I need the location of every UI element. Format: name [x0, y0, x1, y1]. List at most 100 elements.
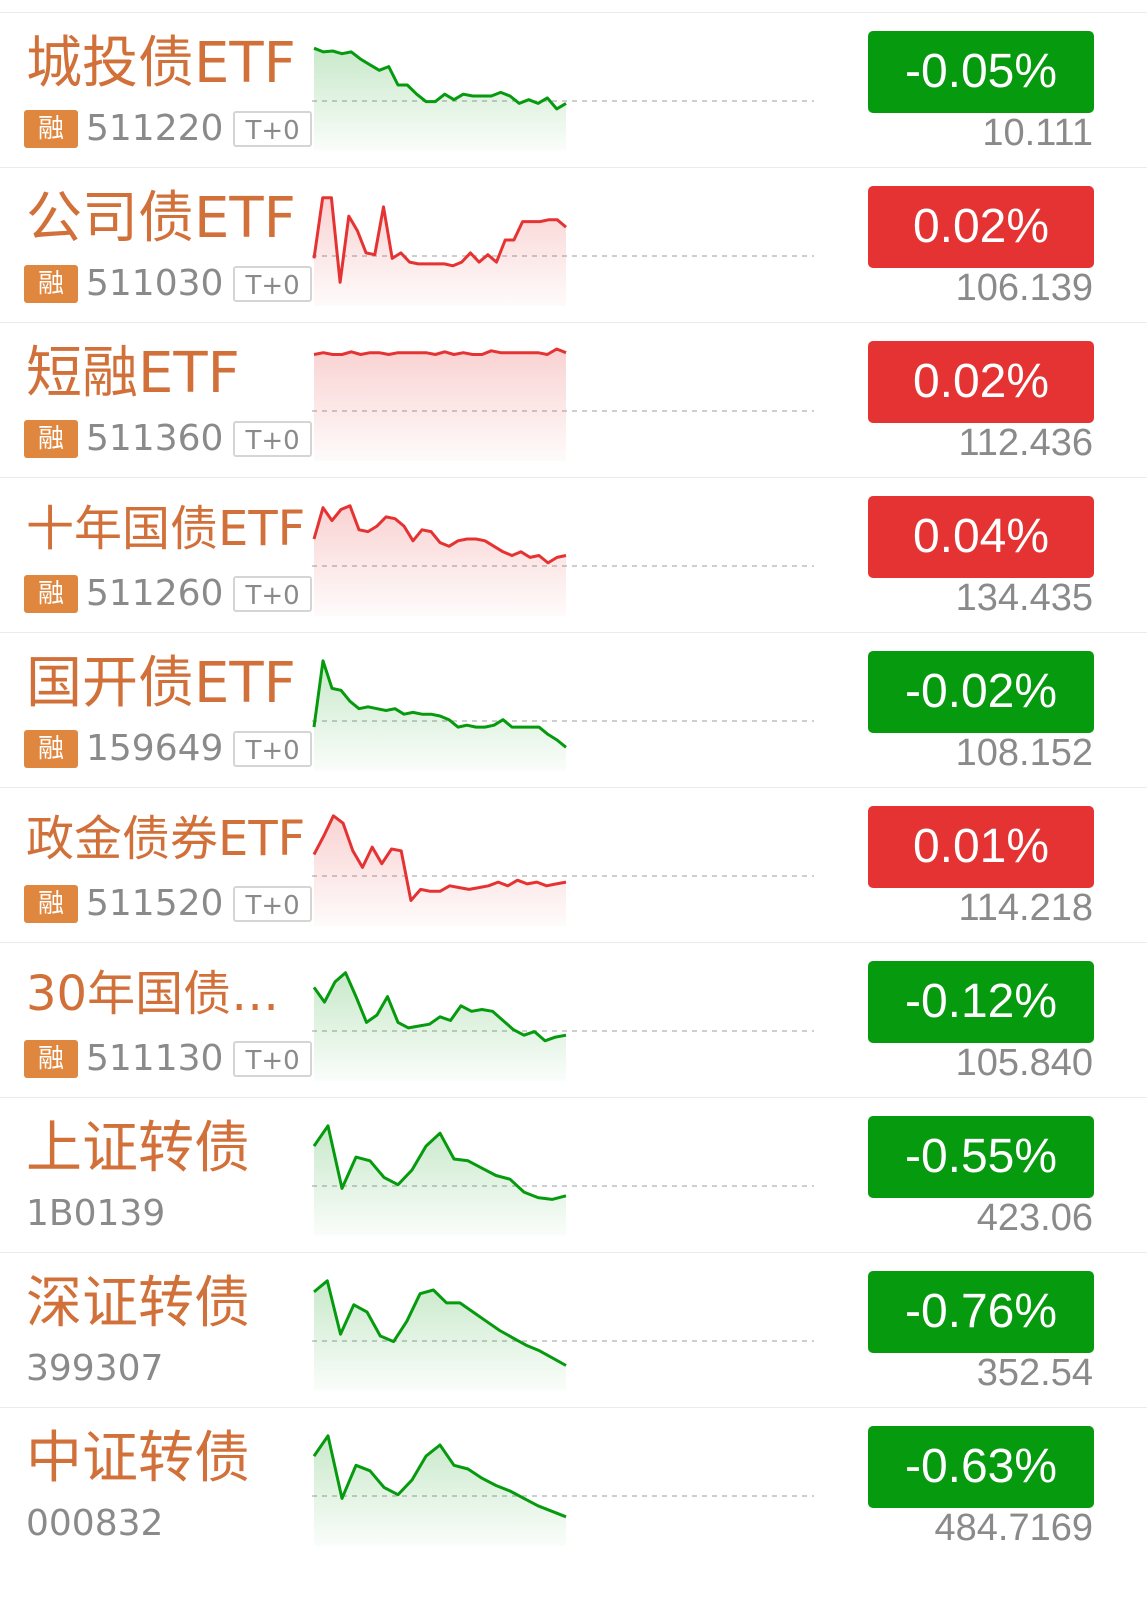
margin-tag: 融	[24, 885, 78, 923]
last-price: 484.7169	[934, 1507, 1094, 1549]
quote-row[interactable]: 深证转债 399307 -0.76% 352.54	[0, 1252, 1147, 1407]
t-plus-zero-tag: T+0	[233, 576, 312, 612]
change-percent-badge[interactable]: 0.02%	[868, 186, 1094, 268]
security-meta: 融 511220 T+0	[24, 109, 312, 149]
sparkline-area	[314, 815, 566, 926]
margin-tag: 融	[24, 730, 78, 768]
security-meta: 399307	[26, 1349, 163, 1389]
sparkline-line	[312, 196, 567, 284]
sparkline-line	[312, 504, 567, 565]
sparkline-line	[312, 971, 567, 1043]
last-price: 352.54	[976, 1352, 1093, 1394]
intraday-sparkline	[312, 659, 814, 771]
security-meta: 000832	[26, 1504, 163, 1544]
security-name: 中证转债	[26, 1426, 250, 1491]
security-code: 000832	[26, 1503, 164, 1544]
last-price: 114.218	[958, 887, 1093, 929]
change-percent-badge[interactable]: -0.12%	[868, 961, 1094, 1043]
change-percent-badge[interactable]: 0.04%	[868, 496, 1094, 578]
intraday-sparkline	[312, 347, 814, 461]
intraday-sparkline	[312, 1124, 814, 1236]
quote-row[interactable]: 中证转债 000832 -0.63% 484.7169	[0, 1407, 1147, 1562]
quote-row[interactable]: 城投债ETF 融 511220 T+0 -0.05% 10.111	[0, 12, 1147, 167]
sparkline-line	[312, 1434, 567, 1519]
security-code: 1B0139	[26, 1193, 166, 1234]
security-code: 511030	[86, 263, 224, 304]
sparkline-area	[314, 197, 566, 306]
quote-row[interactable]: 政金债券ETF 融 511520 T+0 0.01% 114.218	[0, 787, 1147, 942]
last-price: 112.436	[958, 422, 1093, 464]
sparkline-line	[312, 814, 567, 902]
intraday-sparkline	[312, 196, 814, 306]
security-name: 短融ETF	[26, 341, 240, 406]
change-percent-badge[interactable]: -0.05%	[868, 31, 1094, 113]
change-percent-badge[interactable]: -0.02%	[868, 651, 1094, 733]
security-name: 城投债ETF	[26, 31, 296, 96]
last-price: 108.152	[955, 732, 1093, 774]
intraday-sparkline	[312, 814, 814, 926]
last-price: 423.06	[976, 1197, 1093, 1239]
change-percent-badge[interactable]: 0.02%	[868, 341, 1094, 423]
sparkline-area	[314, 972, 566, 1081]
security-code: 511360	[86, 418, 224, 459]
security-code: 511130	[86, 1038, 224, 1079]
security-name: 国开债ETF	[26, 651, 296, 716]
change-percent-badge[interactable]: 0.01%	[868, 806, 1094, 888]
security-code: 159649	[86, 728, 224, 769]
margin-tag: 融	[24, 1040, 78, 1078]
intraday-sparkline	[312, 1434, 814, 1546]
security-meta: 1B0139	[26, 1194, 165, 1234]
sparkline-line	[313, 46, 567, 111]
security-name: 上证转债	[26, 1116, 250, 1181]
margin-tag: 融	[24, 265, 78, 303]
security-meta: 融 511360 T+0	[24, 419, 312, 459]
sparkline-line	[312, 659, 567, 749]
t-plus-zero-tag: T+0	[233, 1041, 312, 1077]
quote-row[interactable]: 短融ETF 融 511360 T+0 0.02% 112.436	[0, 322, 1147, 477]
sparkline-area	[314, 1125, 566, 1236]
security-name: 十年国债ETF	[26, 501, 306, 557]
intraday-sparkline	[312, 971, 814, 1081]
margin-tag: 融	[24, 110, 78, 148]
security-name: 公司债ETF	[26, 186, 296, 251]
t-plus-zero-tag: T+0	[233, 731, 312, 767]
t-plus-zero-tag: T+0	[233, 111, 312, 147]
sparkline-area	[314, 660, 566, 771]
security-meta: 融 511520 T+0	[24, 884, 312, 924]
quote-row[interactable]: 公司债ETF 融 511030 T+0 0.02% 106.139	[0, 167, 1147, 322]
etf-quote-list: 城投债ETF 融 511220 T+0 -0.05% 10.111 公司债ETF 融 51103…	[0, 12, 1147, 1562]
security-name: 深证转债	[26, 1271, 250, 1336]
t-plus-zero-tag: T+0	[233, 421, 312, 457]
sparkline-line	[313, 347, 567, 356]
sparkline-area	[314, 1435, 566, 1546]
sparkline-area	[314, 349, 566, 461]
quote-row[interactable]: 上证转债 1B0139 -0.55% 423.06	[0, 1097, 1147, 1252]
quote-row[interactable]: 国开债ETF 融 159649 T+0 -0.02% 108.152	[0, 632, 1147, 787]
intraday-sparkline	[312, 504, 814, 616]
sparkline-area	[314, 1280, 566, 1391]
security-code: 399307	[26, 1348, 164, 1389]
security-code: 511520	[86, 883, 224, 924]
security-code: 511220	[86, 108, 224, 149]
t-plus-zero-tag: T+0	[233, 886, 312, 922]
last-price: 106.139	[955, 267, 1093, 309]
security-name: 30年国债ETF	[26, 966, 308, 1022]
intraday-sparkline	[312, 46, 814, 152]
change-percent-badge[interactable]: -0.76%	[868, 1271, 1094, 1353]
quote-row[interactable]: 十年国债ETF 融 511260 T+0 0.04% 134.435	[0, 477, 1147, 632]
quote-row[interactable]: 30年国债ETF 融 511130 T+0 -0.12% 105.840	[0, 942, 1147, 1097]
security-name: 政金债券ETF	[26, 811, 306, 867]
last-price: 105.840	[955, 1042, 1093, 1084]
sparkline-line	[313, 1279, 567, 1367]
security-meta: 融 511030 T+0	[24, 264, 312, 304]
security-code: 511260	[86, 573, 224, 614]
margin-tag: 融	[24, 420, 78, 458]
change-percent-badge[interactable]: -0.63%	[868, 1426, 1094, 1508]
sparkline-line	[312, 1124, 567, 1201]
security-meta: 融 511260 T+0	[24, 574, 312, 614]
sparkline-area	[314, 505, 566, 616]
security-meta: 融 159649 T+0	[24, 729, 312, 769]
margin-tag: 融	[24, 575, 78, 613]
last-price: 134.435	[955, 577, 1093, 619]
change-percent-badge[interactable]: -0.55%	[868, 1116, 1094, 1198]
